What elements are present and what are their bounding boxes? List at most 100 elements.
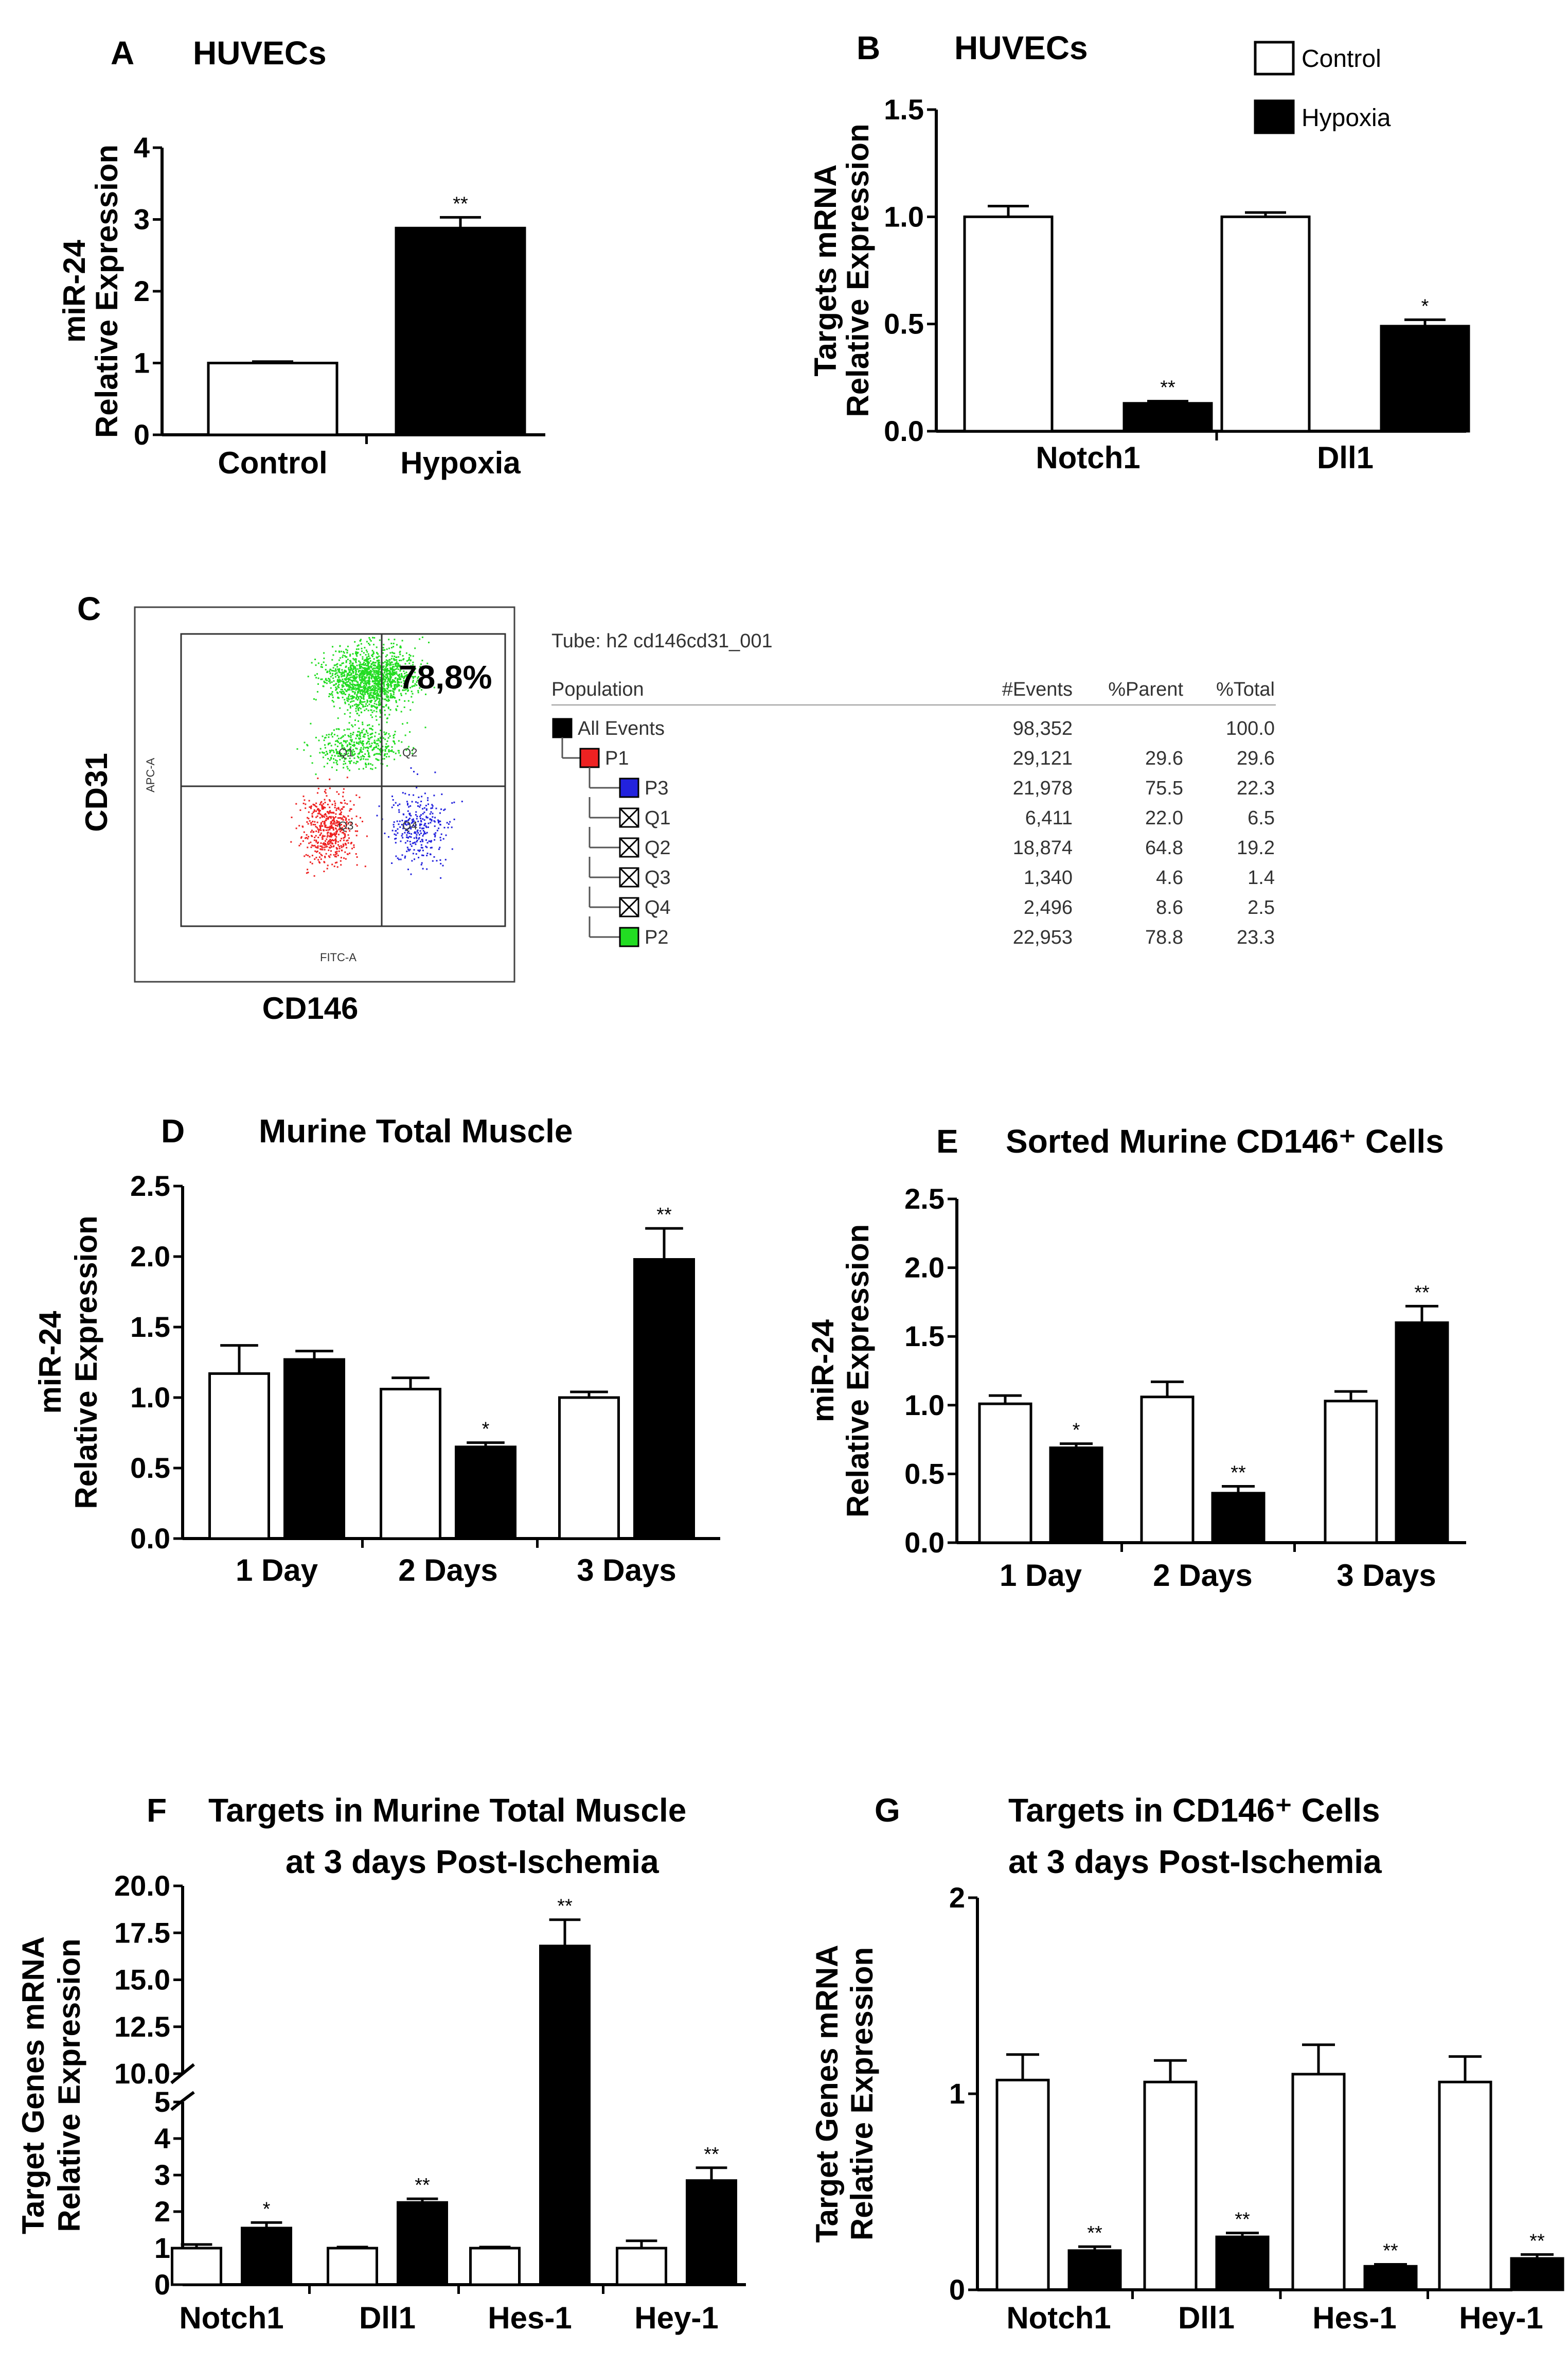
flow-event-dot <box>337 685 339 687</box>
flow-event-dot <box>364 733 365 735</box>
flow-event-dot <box>325 842 326 844</box>
flow-event-dot <box>329 694 331 696</box>
bar-d-hypoxia-0 <box>283 1358 345 1540</box>
flow-event-dot <box>364 677 366 679</box>
error-bar-g-control-1 <box>1154 2059 1187 2082</box>
flow-event-dot <box>399 660 400 661</box>
flow-event-dot <box>360 667 362 669</box>
flow-event-dot <box>387 745 389 747</box>
flow-event-dot <box>385 747 387 749</box>
flow-event-dot <box>337 728 340 730</box>
flow-event-dot <box>367 674 369 676</box>
flow-event-dot <box>390 684 392 686</box>
flow-event-dot <box>356 856 358 858</box>
significance-a-hypoxia-1: ** <box>453 193 468 215</box>
flow-event-dot <box>387 737 389 739</box>
flow-event-dot <box>369 700 371 702</box>
flow-event-dot <box>417 850 419 851</box>
flow-event-dot <box>364 736 366 738</box>
flow-event-dot <box>329 742 331 744</box>
flow-event-dot <box>343 685 345 687</box>
error-bar-g-control-2 <box>1302 2043 1335 2074</box>
legend: Control Hypoxia <box>1254 41 1391 134</box>
flow-event-dot <box>377 691 379 693</box>
flow-event-dot <box>396 686 398 688</box>
y-tick-label-g-1: 1 <box>949 2077 965 2110</box>
flow-event-dot <box>373 692 376 694</box>
flow-event-dot <box>316 851 318 852</box>
flow-event-dot <box>322 751 324 753</box>
flow-event-dot <box>344 833 346 835</box>
flow-event-dot <box>371 732 373 734</box>
flow-event-dot <box>310 824 312 826</box>
flow-event-dot <box>380 751 382 753</box>
flow-event-dot <box>354 667 357 669</box>
flow-event-dot <box>328 743 330 745</box>
flow-event-dot <box>377 660 379 662</box>
flow-event-dot <box>368 683 370 685</box>
flow-event-dot <box>320 801 323 803</box>
significance-g-hypoxia-3: ** <box>1529 2230 1545 2252</box>
flow-event-dot <box>403 682 405 684</box>
y-tick-label-e-5: 2.5 <box>904 1182 945 1215</box>
flow-event-dot <box>324 790 326 792</box>
flow-event-dot <box>323 680 325 682</box>
flow-event-dot <box>355 680 358 682</box>
flow-event-dot <box>442 838 444 840</box>
flow-event-dot <box>386 673 388 675</box>
flow-event-dot <box>343 816 345 818</box>
flow-event-dot <box>385 704 387 706</box>
flow-event-dot <box>360 640 361 642</box>
flow-event-dot <box>336 740 338 743</box>
flow-event-dot <box>323 752 325 754</box>
panel-letter-g: G <box>875 1792 900 1829</box>
flow-event-dot <box>384 714 386 716</box>
flow-event-dot <box>356 652 358 655</box>
flow-event-dot <box>396 644 398 646</box>
flow-event-dot <box>428 642 430 644</box>
flow-event-dot <box>419 679 421 681</box>
flow-event-dot <box>386 687 388 690</box>
flow-event-dot <box>365 764 367 766</box>
flow-event-dot <box>348 678 350 680</box>
flow-event-dot <box>419 830 421 832</box>
flow-event-dot <box>322 835 324 837</box>
flow-event-dot <box>345 819 347 821</box>
flow-event-dot <box>388 647 390 649</box>
flow-event-dot <box>388 755 390 757</box>
flow-event-dot <box>311 862 313 864</box>
flow-event-dot <box>377 683 379 685</box>
flow-event-dot <box>391 796 393 798</box>
flow-event-dot <box>413 842 415 844</box>
flow-event-dot <box>388 684 390 686</box>
flow-event-dot <box>379 687 381 689</box>
flow-event-dot <box>364 667 366 669</box>
flow-event-dot <box>395 700 397 702</box>
flow-event-dot <box>405 824 407 826</box>
bar-e-control-2 <box>1324 1400 1378 1544</box>
flow-event-dot <box>338 672 341 674</box>
flow-event-dot <box>338 737 340 739</box>
flow-event-dot <box>340 811 342 813</box>
flow-event-dot <box>310 822 312 824</box>
flow-event-dot <box>396 685 398 687</box>
flow-event-dot <box>317 662 319 664</box>
flow-event-dot <box>323 842 325 844</box>
flow-event-dot <box>377 697 379 699</box>
flow-event-dot <box>372 668 373 670</box>
flow-event-dot <box>365 758 367 761</box>
flow-event-dot <box>308 842 310 844</box>
flow-event-dot <box>343 651 345 653</box>
flow-event-dot <box>394 743 396 745</box>
flow-event-dot <box>398 811 400 813</box>
flow-event-dot <box>386 668 388 670</box>
flow-event-dot <box>343 837 345 839</box>
flow-event-dot <box>397 705 399 707</box>
flow-event-dot <box>352 732 354 733</box>
flow-event-dot <box>401 833 403 835</box>
flow-event-dot <box>424 833 426 835</box>
flow-event-dot <box>379 666 381 668</box>
flow-event-dot <box>422 673 424 675</box>
flow-event-dot <box>315 773 317 775</box>
flow-event-dot <box>387 708 389 710</box>
